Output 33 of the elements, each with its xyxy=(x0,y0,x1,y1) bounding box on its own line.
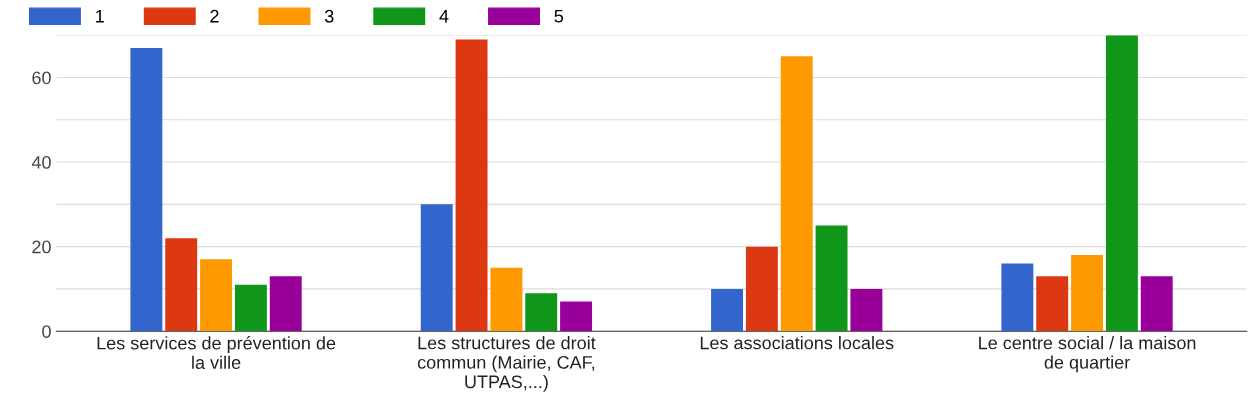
bar xyxy=(525,293,558,332)
bar xyxy=(1071,255,1104,332)
x-tick-label: Les structures de droit commun (Mairie, CAF, UTPAS,...) xyxy=(417,336,596,392)
bar xyxy=(1140,276,1173,332)
y-tick-label: 40 xyxy=(31,155,51,169)
legend-label: 5 xyxy=(554,9,564,23)
bar xyxy=(560,301,593,332)
y-tick-label: 20 xyxy=(32,240,51,254)
bar xyxy=(234,284,267,332)
bar xyxy=(490,267,523,332)
bar xyxy=(850,288,883,332)
legend-label: 1 xyxy=(96,9,104,23)
bar xyxy=(420,204,453,332)
bar xyxy=(1105,35,1138,332)
bar xyxy=(455,39,488,332)
bar xyxy=(711,288,744,332)
bar xyxy=(1036,276,1069,332)
bar xyxy=(1001,263,1034,332)
legend-label: 2 xyxy=(210,9,219,23)
y-tick-label: 0 xyxy=(42,325,51,338)
legend-label: 4 xyxy=(439,9,449,23)
bar xyxy=(130,47,163,332)
x-tick-label: Les services de prévention de la ville xyxy=(97,336,336,369)
x-tick-label: Les associations locales xyxy=(700,336,894,350)
x-tick-label: Le centre social / la maison de quartier xyxy=(979,336,1196,373)
bar xyxy=(815,225,848,332)
bar xyxy=(200,259,233,332)
bar xyxy=(165,238,198,332)
y-tick-label: 60 xyxy=(32,71,51,85)
bar xyxy=(269,276,302,332)
legend-label: 3 xyxy=(324,9,334,23)
bar xyxy=(780,56,813,332)
bar xyxy=(745,246,778,332)
